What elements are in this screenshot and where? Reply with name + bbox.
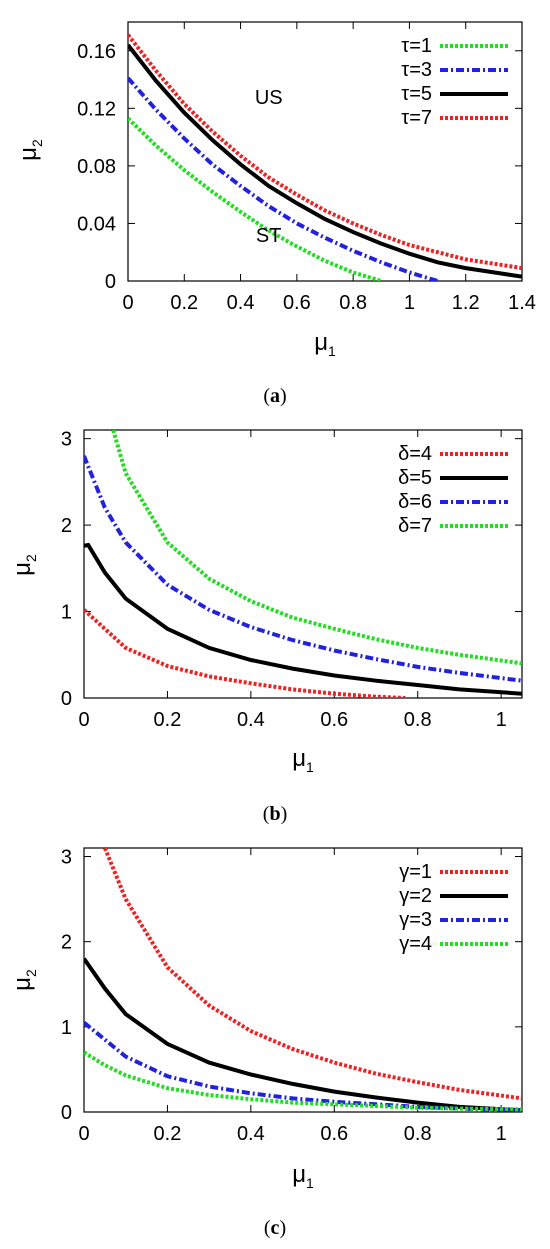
series-line-3 bbox=[128, 43, 522, 279]
chart-panel-b: 0 0.2 0.4 0.6 0.8 1 0 1 2 3 δ=4 δ=5 δ=6 δ=7 μ1 μ2 (b) bbox=[0, 410, 550, 830]
x-tick-label: 0.8 bbox=[339, 292, 367, 314]
legend-label-3: τ=5 bbox=[401, 83, 432, 105]
y-tick-label: 0.08 bbox=[77, 156, 116, 178]
x-tick-label: 0 bbox=[122, 292, 133, 314]
plot-frame bbox=[127, 21, 523, 282]
legend-label-2: δ=5 bbox=[398, 467, 432, 489]
annotation-st: ST bbox=[256, 225, 282, 247]
plot-frame bbox=[83, 429, 523, 699]
y-tick-label: 0 bbox=[61, 688, 72, 710]
y-tick-label: 0.04 bbox=[77, 213, 116, 235]
legend-label-3: γ=3 bbox=[399, 909, 432, 931]
series-line-1 bbox=[103, 848, 522, 1101]
chart-b: 0 0.2 0.4 0.6 0.8 1 0 1 2 3 δ=4δ=5δ=6δ=7 μ1 μ2 (b) bbox=[9, 429, 523, 825]
y-tick-label: 0 bbox=[105, 271, 116, 293]
chart-panel-a: 0 0.2 0.4 0.6 0.8 1 1.2 1.4 0 0.04 0.08 0.12 0.16 τ=1… bbox=[0, 0, 550, 410]
y-tick-label: 0 bbox=[61, 1102, 72, 1124]
y-tick-label: 2 bbox=[61, 515, 72, 537]
x-tick-label: 0.8 bbox=[404, 709, 432, 731]
series-line-2 bbox=[84, 957, 522, 1112]
legend-label-1: δ=4 bbox=[398, 443, 432, 465]
plot-frame bbox=[83, 847, 523, 1113]
y-tick-label: 3 bbox=[61, 429, 72, 451]
legend-label-4: γ=4 bbox=[399, 933, 432, 955]
panel-caption: (b) bbox=[263, 803, 287, 825]
x-tick-label: 0.6 bbox=[320, 1123, 348, 1145]
legend-label-4: τ=7 bbox=[401, 107, 432, 129]
chart-c: 0 0.2 0.4 0.6 0.8 1 0 1 2 3 γ=1γ=2γ=3γ=4 μ1 μ2 (c) bbox=[9, 847, 523, 1239]
x-tick-label: 0.4 bbox=[227, 292, 255, 314]
series-line-4 bbox=[84, 1050, 522, 1112]
series-line-1 bbox=[128, 116, 382, 281]
series-line-3 bbox=[84, 1021, 522, 1112]
legend-label-1: γ=1 bbox=[399, 861, 432, 883]
legend-label-3: δ=6 bbox=[398, 491, 432, 513]
x-tick-label: 0.2 bbox=[154, 709, 182, 731]
x-tick-label: 1.2 bbox=[452, 292, 480, 314]
y-tick-label: 0.16 bbox=[77, 41, 116, 63]
x-axis-label: μ1 bbox=[314, 329, 336, 359]
series-line-4 bbox=[111, 430, 522, 666]
series-line-1 bbox=[84, 608, 406, 698]
x-tick-label: 0.8 bbox=[404, 1123, 432, 1145]
x-tick-label: 1.4 bbox=[508, 292, 536, 314]
y-tick-label: 2 bbox=[61, 932, 72, 954]
panel-caption: (c) bbox=[264, 1217, 286, 1239]
series-line-2 bbox=[84, 542, 522, 696]
x-tick-label: 0.2 bbox=[170, 292, 198, 314]
chart-a: 0 0.2 0.4 0.6 0.8 1 1.2 1.4 0 0.04 0.08 0.12 0.16 τ=1… bbox=[15, 21, 536, 407]
y-axis-label: μ2 bbox=[9, 554, 39, 576]
annotation-us: US bbox=[255, 87, 283, 109]
y-axis-label: μ2 bbox=[15, 139, 45, 161]
legend-label-2: τ=3 bbox=[401, 59, 432, 81]
chart-panel-c: 0 0.2 0.4 0.6 0.8 1 0 1 2 3 γ=1 γ=2 γ=3 γ=4 μ1 μ2 (c) bbox=[0, 830, 550, 1244]
x-axis-label: μ1 bbox=[292, 1161, 314, 1191]
y-tick-label: 0.12 bbox=[77, 98, 116, 120]
series-line-4 bbox=[128, 33, 522, 271]
x-tick-label: 0.6 bbox=[320, 709, 348, 731]
x-tick-label: 0.4 bbox=[237, 709, 265, 731]
x-tick-label: 0.6 bbox=[283, 292, 311, 314]
legend-label-2: γ=2 bbox=[399, 885, 432, 907]
series-line-3 bbox=[84, 455, 522, 683]
x-tick-label: 0 bbox=[78, 709, 89, 731]
y-tick-label: 1 bbox=[61, 602, 72, 624]
x-tick-label: 0.2 bbox=[154, 1123, 182, 1145]
x-tick-label: 1 bbox=[404, 292, 415, 314]
panel-caption: (a) bbox=[263, 385, 286, 407]
legend-label-1: τ=1 bbox=[401, 35, 432, 57]
series-line-2 bbox=[128, 76, 439, 281]
legend-label-4: δ=7 bbox=[398, 515, 432, 537]
y-tick-label: 3 bbox=[61, 847, 72, 869]
y-tick-label: 1 bbox=[61, 1017, 72, 1039]
x-axis-label: μ1 bbox=[292, 745, 314, 775]
x-tick-label: 0.4 bbox=[237, 1123, 265, 1145]
x-tick-label: 0 bbox=[78, 1123, 89, 1145]
x-tick-label: 1 bbox=[496, 709, 507, 731]
x-tick-label: 1 bbox=[496, 1123, 507, 1145]
y-axis-label: μ2 bbox=[9, 969, 39, 991]
